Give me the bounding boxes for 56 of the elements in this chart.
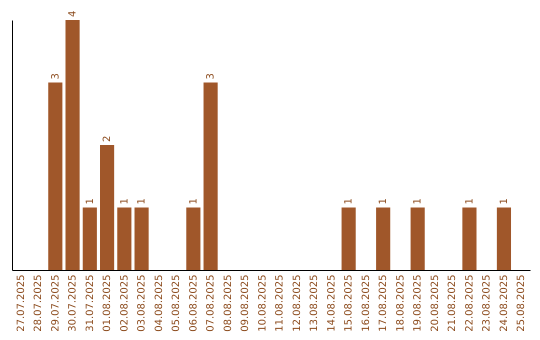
bar	[48, 82, 62, 270]
bar	[204, 82, 218, 270]
bar	[117, 208, 132, 270]
x-tick-label: 10.08.2025	[257, 274, 268, 332]
data-label: 1	[412, 198, 424, 204]
data-label: 3	[50, 73, 62, 80]
x-tick-label: 14.08.2025	[326, 274, 338, 332]
x-tick-label: 29.07.2025	[50, 274, 62, 332]
x-tick-label: 27.07.2025	[16, 274, 27, 332]
x-tick-label: 20.08.2025	[430, 274, 441, 332]
data-label: 2	[102, 136, 114, 142]
data-label: 1	[136, 198, 148, 204]
x-tick-label: 01.08.2025	[102, 274, 114, 332]
bar	[496, 208, 512, 270]
x-tick-label: 22.08.2025	[464, 274, 476, 332]
x-tick-label: 11.08.2025	[274, 274, 286, 332]
data-label: 4	[68, 10, 79, 17]
x-tick-label: 23.08.2025	[482, 274, 493, 332]
data-label: 1	[498, 198, 510, 204]
bar	[134, 208, 149, 270]
x-tick-label: 13.08.2025	[309, 274, 320, 332]
bar	[82, 208, 97, 270]
x-tick-label: 02.08.2025	[119, 274, 130, 332]
x-tick-label: 25.08.2025	[516, 274, 528, 332]
x-tick-label: 07.08.2025	[206, 274, 217, 332]
data-label: 1	[344, 198, 355, 204]
x-tick-label: 24.08.2025	[498, 274, 510, 332]
bar	[462, 208, 477, 270]
x-tick-label: 17.08.2025	[378, 274, 390, 332]
x-tick-label: 12.08.2025	[292, 274, 303, 332]
x-tick-label: 05.08.2025	[171, 274, 182, 332]
bar	[342, 208, 356, 270]
x-tick-label: 06.08.2025	[188, 274, 200, 332]
bar	[376, 208, 390, 270]
x-tick-label: 28.07.2025	[33, 274, 44, 332]
x-tick-label: 03.08.2025	[136, 274, 148, 332]
x-tick-label: 16.08.2025	[360, 274, 372, 332]
bar	[186, 208, 200, 270]
x-tick-label: 04.08.2025	[154, 274, 165, 332]
bar	[100, 145, 114, 270]
x-tick-label: 15.08.2025	[344, 274, 355, 332]
bar	[65, 20, 80, 270]
x-tick-label: 09.08.2025	[240, 274, 252, 332]
data-label: 1	[84, 198, 96, 204]
x-tick-label: 18.08.2025	[395, 274, 406, 332]
x-tick-label: 19.08.2025	[412, 274, 424, 332]
data-label: 3	[206, 73, 217, 80]
bar	[410, 208, 425, 270]
data-label: 1	[188, 198, 200, 204]
x-tick-label: 30.07.2025	[68, 274, 79, 332]
x-tick-label: 08.08.2025	[222, 274, 234, 332]
data-label: 1	[464, 198, 476, 204]
data-label: 1	[119, 198, 130, 204]
x-tick-label: 31.07.2025	[84, 274, 96, 332]
x-tick-label: 21.08.2025	[447, 274, 458, 332]
data-label: 1	[378, 198, 390, 204]
